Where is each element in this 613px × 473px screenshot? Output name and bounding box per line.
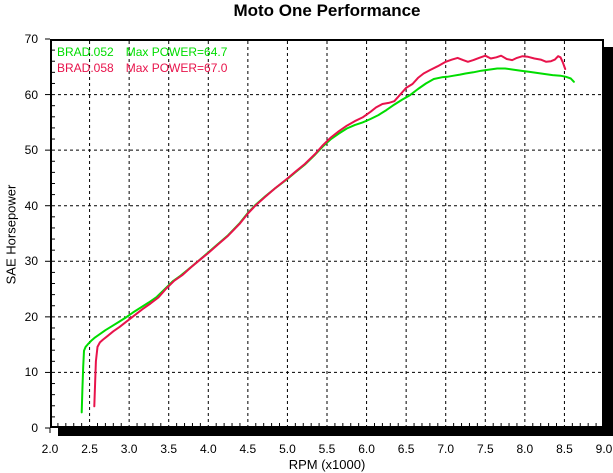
x-tick-label: 5.5	[318, 442, 336, 456]
x-tick-label: 9.0	[595, 442, 613, 456]
series-name: BRAD.058	[57, 61, 114, 75]
x-tick-label: 7.5	[476, 442, 494, 456]
chart-title: Moto One Performance	[233, 1, 421, 20]
x-tick-label: 2.5	[81, 442, 98, 456]
y-tick-label: 50	[24, 143, 38, 158]
series-max-power: Max POWER=67.0	[125, 61, 228, 75]
y-tick-label: 10	[24, 365, 38, 380]
x-tick-label: 4.0	[199, 442, 217, 456]
series-name: BRAD.052	[57, 45, 114, 59]
x-tick-label: 4.5	[239, 442, 257, 456]
legend: BRAD.052 Max POWER=64.7 BRAD.058 Max POWER…	[57, 44, 227, 76]
x-tick-label: 5.0	[279, 442, 296, 456]
curve-brad-052	[80, 67, 575, 414]
x-tick-label: 3.0	[120, 442, 138, 456]
plot-frame	[50, 39, 604, 428]
legend-entry-brad-058: BRAD.058 Max POWER=67.0	[57, 60, 227, 76]
plot-shadow-right	[604, 47, 613, 436]
y-tick-label: 70	[24, 32, 38, 46]
x-tick-label: 8.5	[556, 442, 573, 456]
x-tick-label: 2.0	[41, 442, 59, 456]
x-axis-label: RPM (x1000)	[288, 457, 366, 472]
curve-brad-058	[93, 54, 567, 408]
x-tick-label: 3.5	[160, 442, 178, 456]
y-tick-label: 20	[24, 309, 38, 324]
x-tick-label: 8.0	[516, 442, 534, 456]
y-tick-label: 30	[24, 254, 38, 269]
plot-shadow-bottom	[58, 428, 613, 436]
x-tick-label: 6.5	[397, 442, 415, 456]
y-axis-label: SAE Horsepower	[3, 184, 19, 285]
y-tick-label: 0	[31, 421, 38, 435]
y-tick-label: 40	[24, 198, 38, 213]
y-tick-label: 60	[24, 87, 38, 102]
x-tick-label: 6.0	[358, 442, 375, 456]
series-max-power: Max POWER=64.7	[125, 45, 228, 59]
x-tick-label: 7.0	[437, 442, 455, 456]
legend-entry-brad-052: BRAD.052 Max POWER=64.7	[57, 44, 227, 60]
